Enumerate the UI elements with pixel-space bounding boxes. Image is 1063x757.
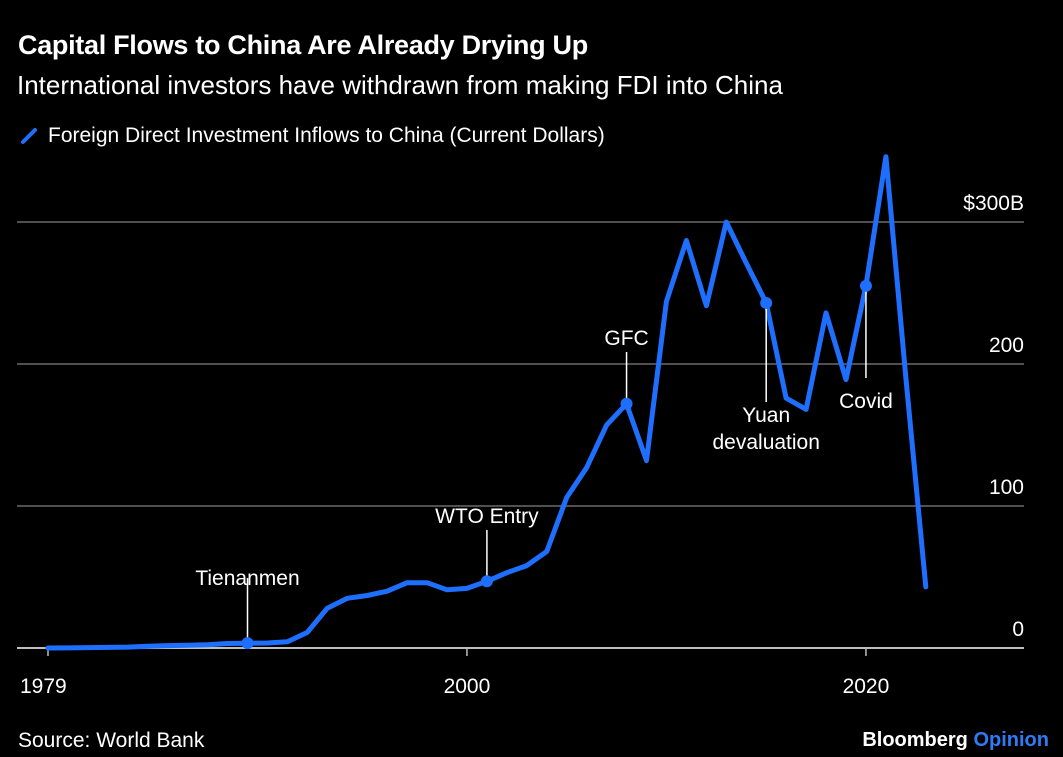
chart-subtitle: International investors have withdrawn f… <box>17 70 783 100</box>
x-tick-label: 1979 <box>20 675 67 698</box>
legend-label: Foreign Direct Investment Inflows to Chi… <box>48 124 605 147</box>
annotation-marker <box>859 279 872 292</box>
brand-main: Bloomberg <box>862 729 968 751</box>
annotation-marker <box>760 296 773 309</box>
annotation-label: GFC <box>604 327 648 350</box>
annotation-marker <box>620 397 633 410</box>
annotation-label: devaluation <box>712 431 819 454</box>
annotation-label: Covid <box>839 390 893 413</box>
x-tick-label: 2020 <box>843 675 890 698</box>
annotation-label: Tienanmen <box>195 567 299 590</box>
source-note: Source: World Bank <box>18 729 205 752</box>
brand-accent: Opinion <box>973 729 1049 751</box>
annotation-marker <box>241 637 254 650</box>
legend: Foreign Direct Investment Inflows to Chi… <box>20 124 605 148</box>
annotation-marker <box>480 575 493 588</box>
legend-line-icon <box>21 128 37 144</box>
brand-logo: Bloomberg Opinion <box>862 729 1049 752</box>
annotation-label: Yuan <box>742 404 790 427</box>
y-tick-label: $300B <box>963 192 1024 215</box>
y-tick-label: 200 <box>989 334 1024 357</box>
chart-title: Capital Flows to China Are Already Dryin… <box>18 30 588 60</box>
y-tick-label: 0 <box>1012 618 1024 641</box>
x-tick-label: 2000 <box>444 675 491 698</box>
y-tick-label: 100 <box>989 476 1024 499</box>
annotation-label: WTO Entry <box>435 505 539 528</box>
